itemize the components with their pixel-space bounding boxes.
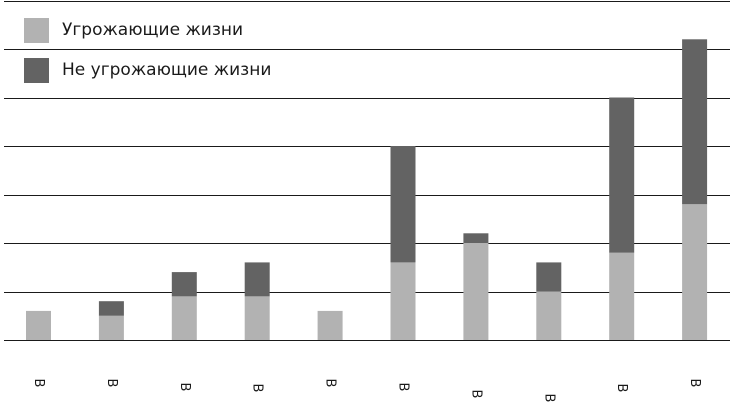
bar-segment-life-threatening-6 bbox=[390, 262, 416, 340]
bar-segment-life-threatening-1 bbox=[26, 310, 51, 340]
legend-item-life-threatening: Угрожающие жизни bbox=[24, 17, 282, 43]
bar-segment-non-life-threatening-8 bbox=[536, 262, 562, 292]
legend-label-non-life-threatening: Не угрожающие жизни bbox=[62, 60, 272, 80]
bar-segment-non-life-threatening-7 bbox=[463, 233, 489, 243]
bar-segment-life-threatening-9 bbox=[609, 252, 635, 340]
legend-label-life-threatening: Угрожающие жизни bbox=[62, 20, 244, 40]
bar-segment-non-life-threatening-6 bbox=[390, 146, 416, 263]
x-tick-label: B bbox=[323, 379, 338, 388]
x-tick-label: B bbox=[104, 379, 119, 388]
bar-segment-non-life-threatening-4 bbox=[244, 262, 270, 297]
bar-segment-life-threatening-7 bbox=[463, 243, 489, 340]
x-tick-label: B bbox=[541, 394, 556, 402]
legend: Угрожающие жизни Не угрожающие жизни bbox=[24, 17, 282, 98]
bar-segment-non-life-threatening-3 bbox=[171, 272, 197, 297]
x-tick-label: B bbox=[396, 383, 411, 392]
x-tick-labels: B B B B B B B B B B bbox=[31, 379, 702, 402]
x-tick-label: B bbox=[687, 379, 702, 388]
bar-segment-life-threatening-10 bbox=[682, 204, 708, 340]
bar-segment-life-threatening-4 bbox=[244, 296, 270, 340]
bar-segment-non-life-threatening-10 bbox=[682, 39, 708, 205]
x-tick-label: B bbox=[468, 390, 483, 399]
legend-item-non-life-threatening: Не угрожающие жизни bbox=[24, 57, 282, 83]
bar-segment-life-threatening-8 bbox=[536, 291, 562, 340]
bar-segment-life-threatening-5 bbox=[317, 310, 343, 340]
x-tick-label: B bbox=[31, 379, 46, 388]
x-tick-label: B bbox=[614, 384, 629, 393]
bar-segment-non-life-threatening-9 bbox=[609, 97, 635, 253]
x-tick-label: B bbox=[177, 383, 192, 392]
bar-segment-life-threatening-2 bbox=[98, 315, 124, 340]
bar-segment-life-threatening-3 bbox=[171, 296, 197, 340]
bar-segment-non-life-threatening-2 bbox=[98, 301, 124, 316]
x-tick-label: B bbox=[250, 384, 265, 393]
legend-swatch-life-threatening bbox=[24, 17, 49, 43]
gridlines bbox=[4, 1, 730, 341]
legend-swatch-non-life-threatening bbox=[24, 57, 49, 83]
bars bbox=[26, 39, 708, 340]
